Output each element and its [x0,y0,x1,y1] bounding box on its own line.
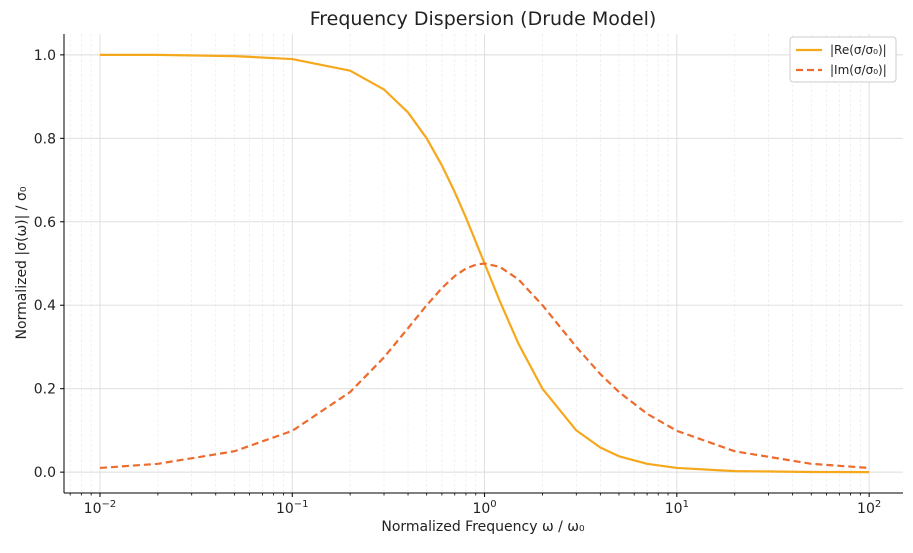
x-axis-label: Normalized Frequency ω / ω₀ [381,519,585,535]
x-tick-label: 10−2 [84,499,117,517]
x-tick-label: 101 [665,499,689,517]
axes [63,34,903,494]
chart-title: Frequency Dispersion (Drude Model) [310,8,657,30]
y-tick-label: 0.6 [34,215,56,231]
x-tick-label: 10−1 [276,499,309,517]
series-line-1 [99,262,870,470]
y-tick-label: 0.8 [34,131,56,147]
legend-label-0: |Re(σ/σ₀)| [830,43,887,57]
x-tick-label: 102 [857,499,881,517]
y-tick-label: 0.2 [34,382,56,398]
y-tick-label: 0.4 [34,298,56,314]
legend-label-1: |Im(σ/σ₀)| [830,63,887,77]
series-line-0 [99,53,870,474]
y-tick-label: 1.0 [34,48,56,64]
y-tick-label: 0.0 [34,465,56,481]
legend-box [789,36,897,83]
x-tick-label: 100 [472,499,496,517]
grid [64,34,903,493]
y-axis-label: Normalized |σ(ω)| / σ₀ [14,186,30,339]
ticks: 10−2 10−1 100 101 102 0.0 0.2 0.4 0.6 0.8 1.0 [34,48,882,517]
legend: |Re(σ/σ₀)| |Im(σ/σ₀)| [789,36,897,83]
plot-area [99,53,870,474]
